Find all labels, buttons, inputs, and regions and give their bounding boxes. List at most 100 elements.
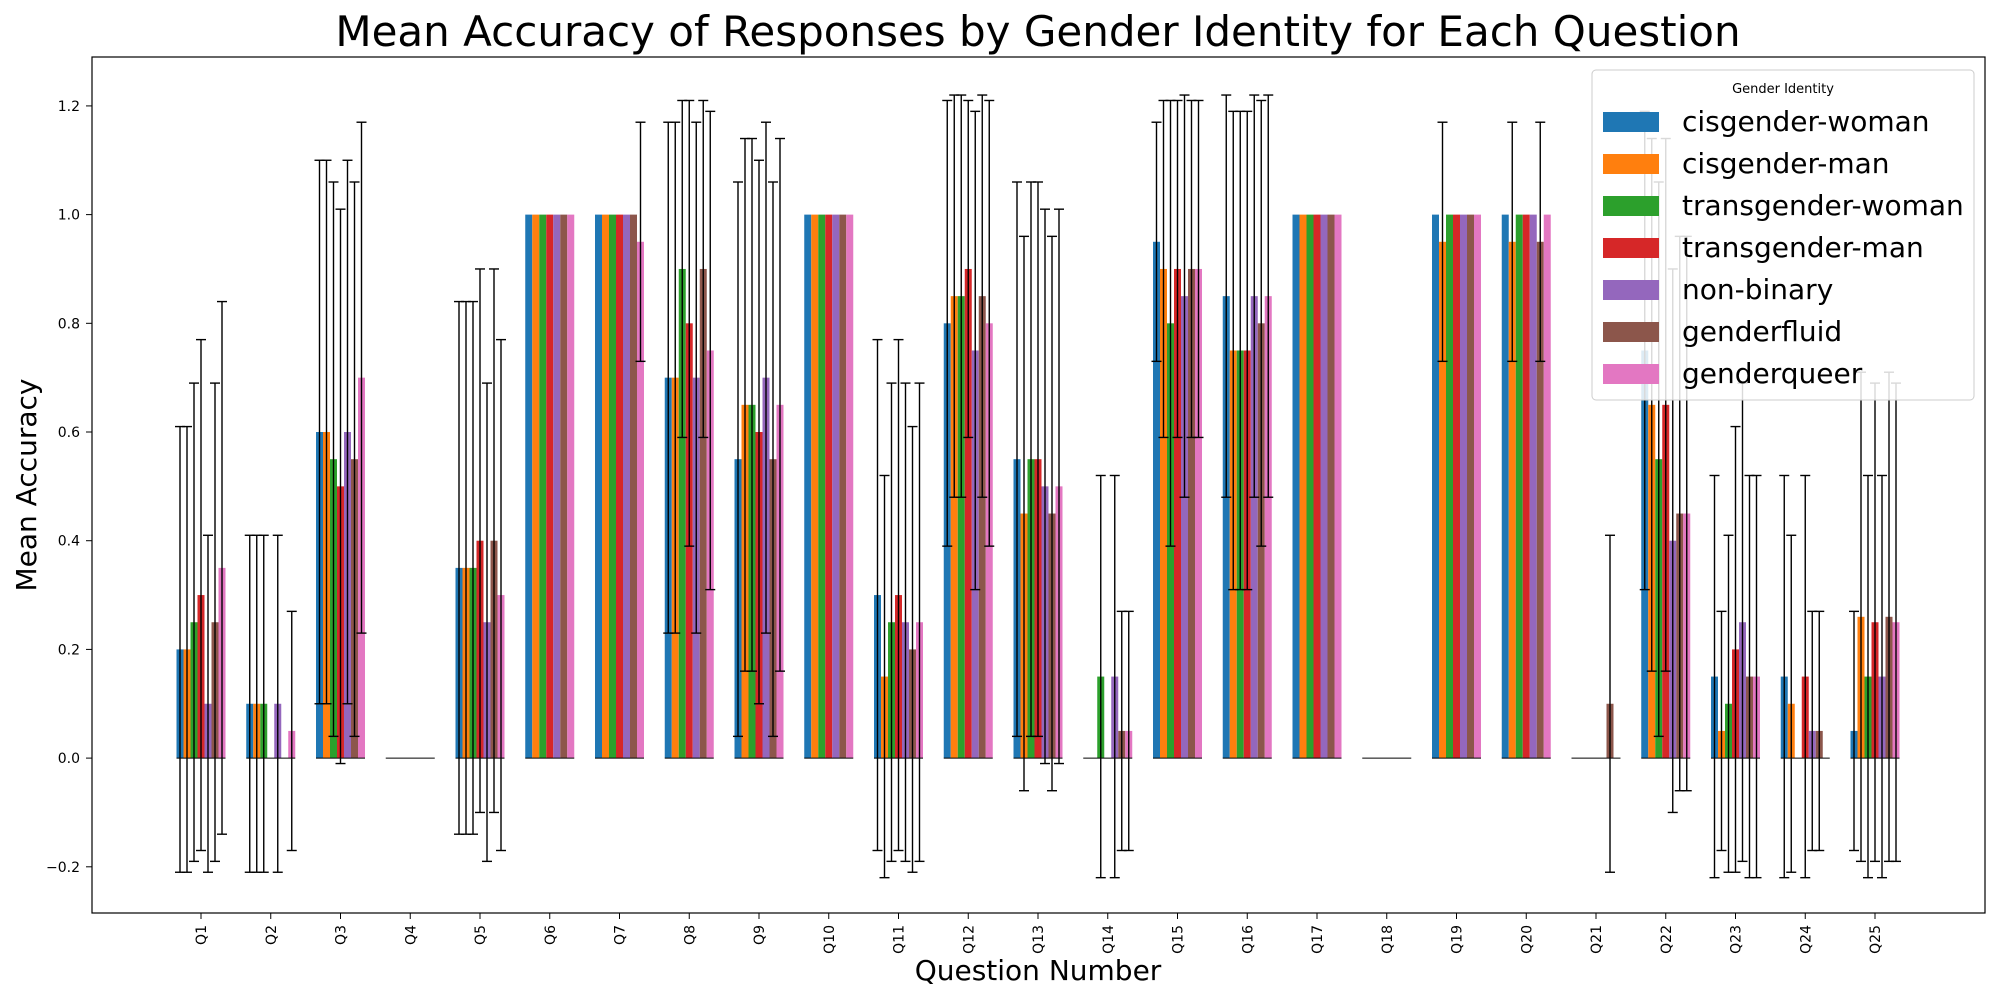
bar [567, 214, 575, 759]
x-tick-label: Q17 [1310, 925, 1326, 954]
legend-swatch [1603, 280, 1659, 300]
bar [964, 268, 972, 759]
bar [1467, 214, 1474, 759]
legend-label: transgender-man [1682, 231, 1924, 264]
bar [818, 214, 826, 759]
bar [950, 296, 958, 759]
bar [630, 214, 637, 759]
legend: Gender Identity cisgender-woman cisgender… [1591, 69, 1975, 401]
legend-swatch [1603, 364, 1659, 384]
y-tick-label: 0.0 [58, 751, 80, 767]
x-tick-label: Q20 [1519, 925, 1535, 954]
bar [1439, 241, 1446, 759]
legend-label: genderfluid [1682, 315, 1842, 348]
bar [1529, 214, 1537, 759]
x-tick-label: Q12 [961, 925, 977, 954]
x-tick-label: Q21 [1589, 925, 1605, 954]
bar [832, 214, 840, 759]
bar [532, 214, 540, 759]
x-axis-ticks: Q1 Q2 Q3 Q4 Q5 Q6 Q7 Q8 Q9 Q10 Q11 Q12 Q13 Q14 Q15 Q16 Q… [194, 913, 1884, 954]
legend-label: transgender-woman [1682, 189, 1964, 222]
bar [1334, 214, 1342, 759]
bar [1222, 296, 1230, 759]
bar [539, 214, 547, 759]
bar [1515, 214, 1523, 759]
bar [1292, 214, 1300, 759]
legend-label: cisgender-man [1682, 147, 1890, 180]
x-tick-label: Q3 [334, 925, 350, 945]
x-tick-label: Q19 [1450, 925, 1466, 954]
x-tick-label: Q1 [194, 925, 210, 945]
bar [623, 214, 630, 759]
legend-swatch [1603, 238, 1659, 258]
chart-title: Mean Accuracy of Responses by Gender Ide… [335, 7, 1740, 56]
bar [616, 214, 623, 759]
bar [825, 214, 833, 759]
x-tick-label: Q25 [1868, 925, 1884, 954]
bar [1153, 241, 1160, 759]
x-tick-label: Q16 [1240, 925, 1256, 954]
x-tick-label: Q9 [752, 925, 768, 945]
y-tick-label: 0.6 [58, 425, 80, 441]
bar [1453, 214, 1460, 759]
bar [1536, 241, 1544, 759]
bar [1313, 214, 1321, 759]
x-tick-label: Q14 [1101, 925, 1117, 954]
bar [1306, 214, 1314, 759]
y-tick-label: 0.2 [58, 642, 80, 658]
x-tick-label: Q15 [1171, 925, 1187, 954]
bar [553, 214, 561, 759]
bar [678, 268, 686, 759]
bar [602, 214, 609, 759]
legend-swatch [1603, 154, 1659, 174]
x-tick-label: Q4 [403, 925, 419, 945]
x-tick-label: Q22 [1659, 925, 1675, 954]
bar [839, 214, 847, 759]
bar [1508, 241, 1516, 759]
x-axis-label: Question Number [915, 954, 1162, 987]
bar [1543, 214, 1551, 759]
legend-swatch [1603, 322, 1659, 342]
bar [846, 214, 854, 759]
bar [637, 241, 644, 759]
bar [609, 214, 616, 759]
bar [811, 214, 819, 759]
x-tick-label: Q2 [264, 925, 280, 945]
bar [1181, 296, 1188, 759]
y-tick-label: 1.0 [58, 208, 80, 224]
x-tick-label: Q7 [613, 925, 629, 945]
error-bars-layer [175, 94, 1901, 879]
legend-swatch [1603, 196, 1659, 216]
bar [595, 214, 602, 759]
legend-swatch [1603, 112, 1659, 132]
x-tick-label: Q5 [473, 925, 489, 945]
legend-title: Gender Identity [1732, 82, 1834, 97]
bar [546, 214, 554, 759]
bar [1460, 214, 1467, 759]
bar [1195, 268, 1202, 759]
bar [1446, 214, 1453, 759]
bar [1432, 214, 1439, 759]
y-tick-label: 1.2 [58, 99, 80, 115]
bar [1188, 268, 1195, 759]
y-tick-label: 0.4 [58, 534, 80, 550]
x-tick-label: Q6 [543, 925, 559, 945]
legend-label: genderqueer [1682, 357, 1863, 390]
bar [1474, 214, 1481, 759]
bar [1522, 214, 1530, 759]
x-tick-label: Q10 [822, 925, 838, 954]
bar [1174, 268, 1181, 759]
legend-label: non-binary [1682, 273, 1833, 306]
bar [1264, 296, 1272, 759]
bar [978, 296, 986, 759]
y-tick-label: −0.2 [46, 860, 80, 876]
legend-box [1591, 69, 1975, 401]
legend-label: cisgender-woman [1682, 105, 1930, 138]
bar [957, 296, 965, 759]
bar [1299, 214, 1307, 759]
x-tick-label: Q18 [1380, 925, 1396, 954]
y-axis-label: Mean Accuracy [10, 378, 43, 591]
bar [804, 214, 812, 759]
y-axis-ticks: −0.2 0.0 0.2 0.4 0.6 0.8 1.0 1.2 [46, 99, 92, 876]
